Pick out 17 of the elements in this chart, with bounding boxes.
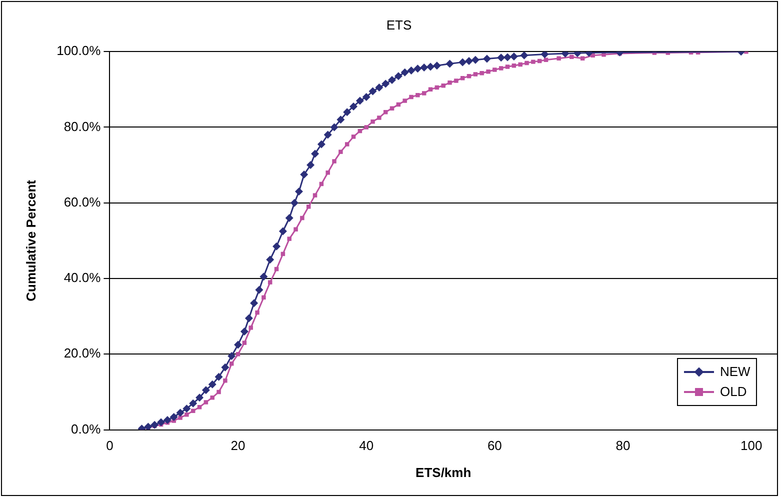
y-tick-label: 100.0% [56, 43, 102, 58]
y-tick-label: 0.0% [71, 421, 102, 436]
legend-label: OLD [720, 384, 747, 400]
x-tick-label: 60 [487, 438, 502, 454]
x-axis-title: ETS/kmh [416, 464, 472, 480]
legend-label: NEW [720, 364, 750, 380]
y-tick-label: 80.0% [64, 118, 102, 134]
y-tick-label: 20.0% [64, 346, 102, 361]
x-tick-label: 80 [616, 438, 630, 454]
y-tick-label: 60.0% [64, 194, 102, 210]
x-tick-label: 40 [359, 438, 374, 454]
x-tick-label: 20 [230, 438, 246, 454]
chart-title: ETS [386, 17, 412, 32]
x-tick-label: 0 [106, 438, 114, 454]
y-tick-label: 40.0% [64, 270, 102, 286]
y-axis-title: Cumulative Percent [23, 179, 38, 302]
x-tick-label: 100 [740, 438, 762, 454]
